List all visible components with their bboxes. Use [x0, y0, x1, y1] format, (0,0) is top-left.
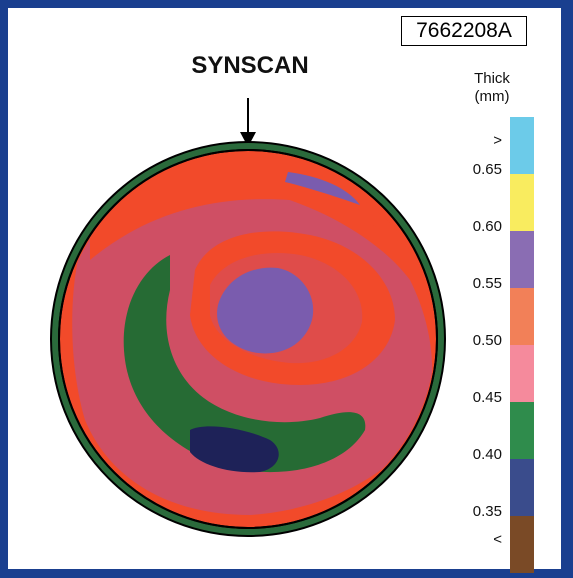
colorbar-tick-label: 0.45: [472, 389, 502, 406]
colorbar-segment: [510, 345, 534, 402]
thickness-colorbar: [510, 117, 534, 573]
disk-outline: [58, 149, 438, 529]
colorbar-segment: [510, 402, 534, 459]
colorbar-segment: [510, 516, 534, 573]
colorbar-tick-label: 0.40: [472, 446, 502, 463]
figure-id-box: 7662208A: [401, 16, 527, 46]
colorbar-tick-label: <: [493, 531, 502, 548]
scan-arrow-head: [240, 132, 256, 147]
navy-region: [190, 426, 279, 473]
colorbar-tick-label: >: [493, 132, 502, 149]
scan-direction-label: SYNSCAN: [191, 52, 309, 79]
purple-center: [217, 267, 314, 354]
colorbar-segment: [510, 231, 534, 288]
purple-streak: [285, 172, 360, 205]
colorbar-tick-label: 0.60: [472, 218, 502, 235]
legend-title-line2: (mm): [474, 88, 510, 105]
colorbar-tick-label: 0.65: [472, 161, 502, 178]
legend-title-line1: Thick: [474, 70, 510, 87]
colorbar-segment: [510, 288, 534, 345]
colorbar-segment: [510, 459, 534, 516]
colorbar-tick-label: 0.50: [472, 332, 502, 349]
colorbar-segment: [510, 117, 534, 174]
legend-title: Thick (mm): [462, 70, 522, 106]
colorbar-tick-label: 0.55: [472, 275, 502, 292]
green-crescent: [123, 255, 366, 473]
colorbar-tick-label: 0.35: [472, 503, 502, 520]
colorbar-segment: [510, 174, 534, 231]
